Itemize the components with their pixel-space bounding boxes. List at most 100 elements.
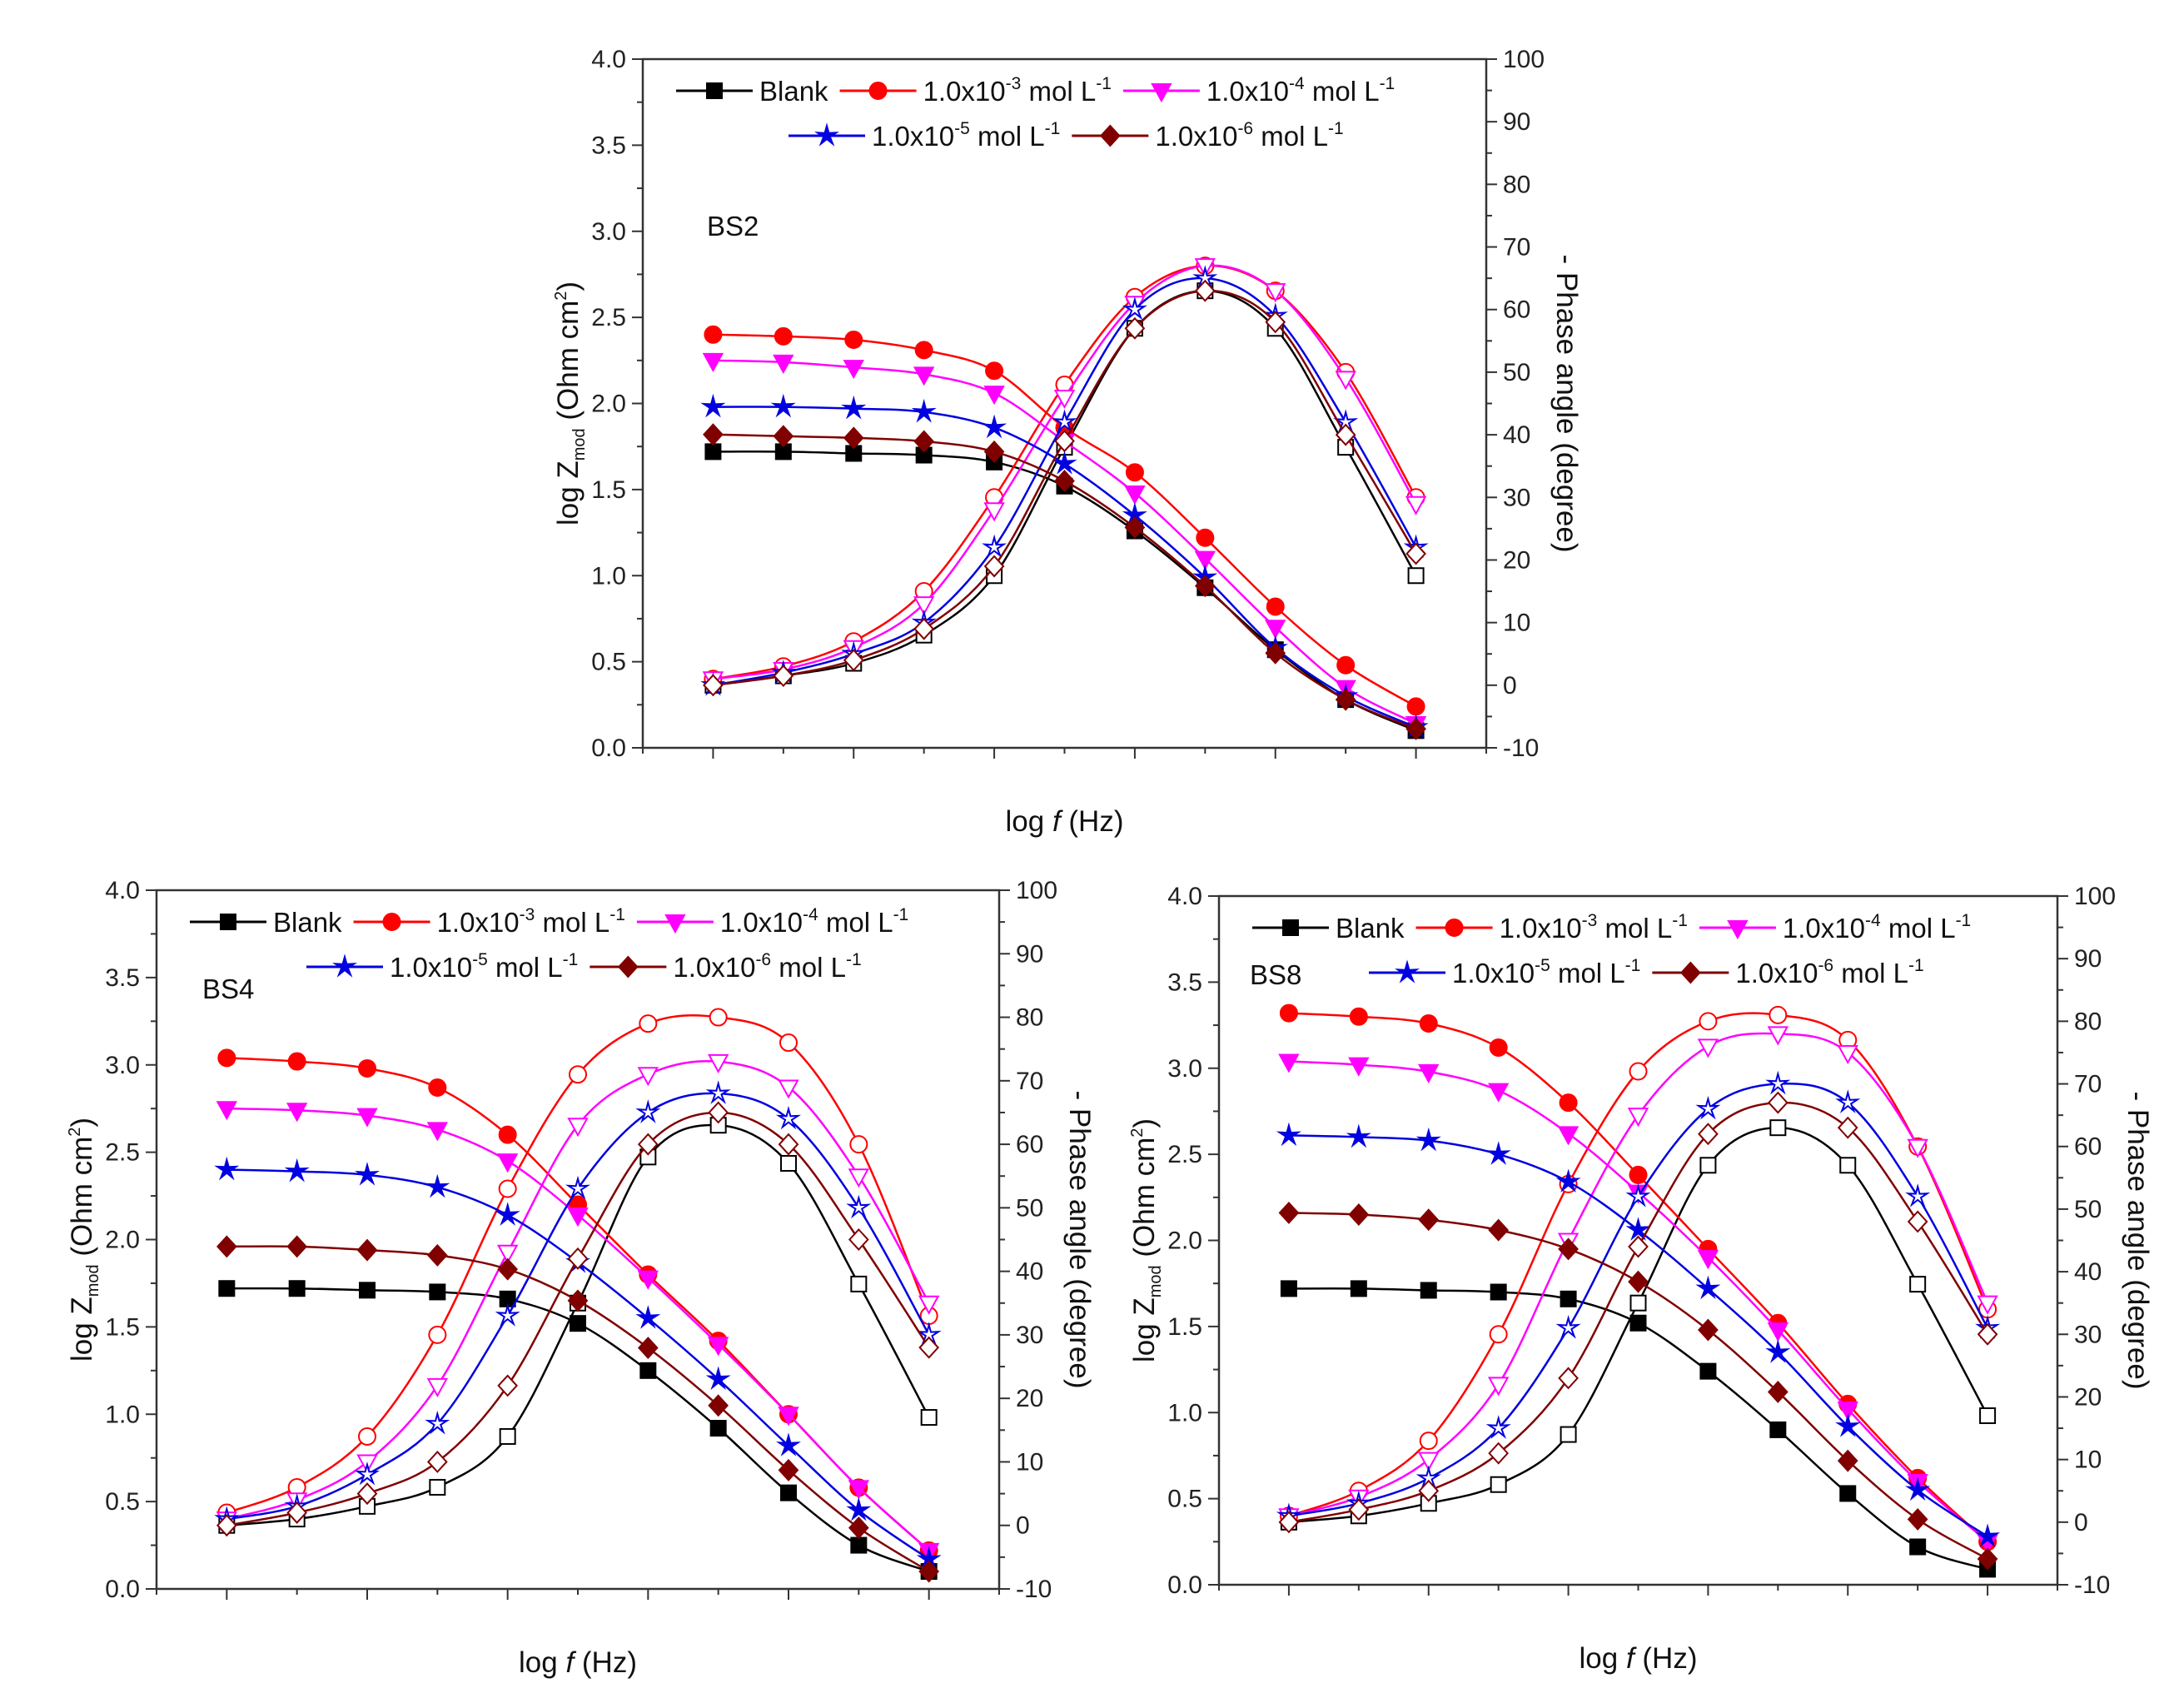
- series-1: [217, 1008, 938, 1560]
- legend-label: 1.0x10-6 mol L-1: [1735, 956, 1923, 988]
- legend-item: 1.0x10-6 mol L-1: [1652, 956, 1924, 988]
- phase-point: [707, 1053, 729, 1074]
- y2-tick-label: 90: [2074, 945, 2102, 973]
- phase-point: [355, 1461, 380, 1486]
- modulus-point: [844, 331, 863, 350]
- modulus-point: [843, 360, 864, 380]
- phase-point: [779, 1033, 798, 1053]
- y-tick-label: 2.0: [105, 1227, 140, 1254]
- y2-tick-label: 80: [1503, 171, 1530, 198]
- phase-point: [848, 1168, 870, 1188]
- legend-label: 1.0x10-4 mol L-1: [720, 905, 908, 938]
- y-tick-label: 0.5: [105, 1488, 140, 1516]
- phase-point: [498, 1179, 517, 1198]
- phase-point: [569, 1065, 587, 1084]
- modulus-point: [1839, 1485, 1857, 1502]
- y2-axis-label: - Phase angle (degree): [2122, 1092, 2154, 1390]
- phase-point: [1278, 1511, 1300, 1534]
- phase-point: [1335, 371, 1356, 391]
- modulus-point: [778, 1458, 799, 1481]
- modulus-point: [774, 326, 793, 346]
- y2-tick-label: 70: [2074, 1071, 2102, 1098]
- modulus-line: [713, 406, 1417, 729]
- y2-tick-label: 50: [2074, 1196, 2102, 1223]
- phase-point: [778, 1079, 799, 1099]
- modulus-point: [288, 1280, 306, 1297]
- y-tick-label: 1.5: [105, 1313, 140, 1341]
- modulus-point: [1124, 486, 1146, 505]
- y2-tick-label: 10: [2074, 1447, 2102, 1474]
- y-tick-label: 4.0: [1167, 883, 1202, 910]
- phase-point: [1907, 1210, 1928, 1233]
- chart-bs4: 0.0 0.5 1.0 1.5 2.0 2.5 3.0 3.5 4.0 -10 0 10 20 30 40 5…: [66, 877, 1096, 1679]
- modulus-point: [913, 366, 935, 386]
- phase-point: [1265, 283, 1286, 303]
- phase-point: [913, 596, 935, 616]
- modulus-point: [1837, 1402, 1858, 1422]
- legend-label: Blank: [273, 907, 342, 938]
- panel-label: BS2: [707, 211, 759, 242]
- series-2: [1278, 1026, 1998, 1554]
- series-4: [1278, 1091, 1998, 1571]
- legend-label: 1.0x10-3 mol L-1: [923, 74, 1112, 107]
- y-tick-label: 3.0: [1167, 1055, 1202, 1083]
- modulus-point: [705, 1366, 731, 1391]
- modulus-point: [1405, 717, 1426, 740]
- modulus-point: [911, 398, 937, 423]
- phase-point: [1907, 1138, 1928, 1158]
- panel-label: BS4: [202, 974, 254, 1004]
- legend-item: 1.0x10-3 mol L-1: [1415, 911, 1688, 944]
- y2-tick-label: 70: [1503, 234, 1530, 261]
- modulus-point: [497, 1257, 519, 1281]
- y2-tick-label: 100: [2074, 883, 2116, 910]
- phase-point: [637, 1067, 659, 1087]
- phase-point: [1335, 423, 1356, 446]
- phase-point: [1418, 1479, 1440, 1502]
- phase-point: [426, 1450, 448, 1473]
- modulus-point: [843, 426, 864, 450]
- modulus-point: [1406, 697, 1425, 716]
- y-axis-label: log Zmod (Ohm cm2): [1128, 1118, 1165, 1362]
- phase-point: [1405, 495, 1427, 515]
- phase-point: [1769, 1119, 1787, 1137]
- y2-tick-label: 50: [1016, 1194, 1043, 1222]
- phase-point: [780, 1154, 797, 1172]
- phase-point: [1487, 1377, 1510, 1397]
- phase-point: [1629, 1062, 1648, 1081]
- modulus-point: [1419, 1013, 1438, 1033]
- modulus-point: [773, 354, 794, 374]
- y2-tick-label: 100: [1016, 877, 1057, 904]
- phase-point: [1905, 1183, 1931, 1208]
- phase-point: [775, 1105, 802, 1130]
- modulus-point: [428, 1078, 447, 1098]
- modulus-point: [1346, 1123, 1371, 1148]
- phase-point: [778, 1133, 799, 1156]
- phase-point: [1485, 1415, 1511, 1439]
- modulus-point: [1052, 451, 1077, 475]
- legend-label: 1.0x10-5 mol L-1: [390, 950, 578, 983]
- y2-tick-label: 60: [1503, 296, 1530, 324]
- phase-point: [1053, 389, 1076, 410]
- modulus-point: [1348, 1203, 1370, 1226]
- modulus-point: [1420, 1282, 1437, 1299]
- phase-point: [983, 502, 1005, 522]
- legend-item: 1.0x10-4 mol L-1: [636, 905, 908, 938]
- legend-label: 1.0x10-4 mol L-1: [1783, 911, 1971, 944]
- phase-point: [429, 1478, 446, 1496]
- modulus-point: [496, 1153, 519, 1173]
- modulus-point: [913, 430, 935, 453]
- phase-point: [496, 1244, 519, 1264]
- y-tick-label: 1.0: [105, 1401, 140, 1428]
- modulus-point: [846, 1496, 872, 1521]
- modulus-point: [1767, 1322, 1789, 1342]
- y-tick-label: 2.5: [1167, 1141, 1202, 1168]
- y2-tick-label: -10: [1016, 1576, 1052, 1603]
- phase-point: [920, 1409, 938, 1427]
- y-tick-label: 2.5: [105, 1139, 140, 1167]
- phase-point: [1765, 1070, 1791, 1095]
- modulus-point: [1625, 1217, 1651, 1241]
- y-tick-label: 0.5: [1167, 1486, 1202, 1513]
- x-axis-label: log f (Hz): [1580, 1642, 1698, 1675]
- phase-point: [982, 534, 1007, 559]
